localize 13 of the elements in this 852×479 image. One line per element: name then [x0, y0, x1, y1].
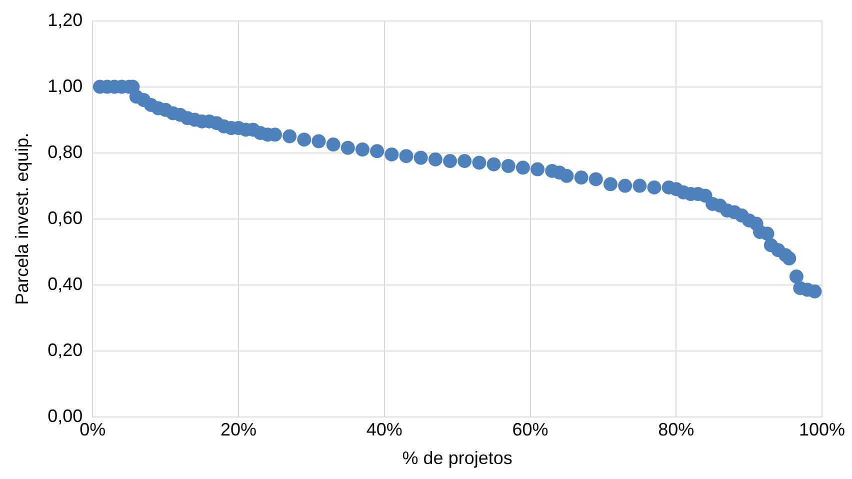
y-tick-label: 0,80 — [48, 142, 83, 162]
y-axis-title: Parcela invest. equip. — [12, 132, 32, 305]
x-tick-label: 80% — [658, 420, 694, 440]
y-tick-label: 1,20 — [48, 10, 83, 30]
y-tick-label: 0,40 — [48, 274, 83, 294]
x-tick-label: 100% — [798, 420, 846, 440]
x-axis-title: % de projetos — [402, 448, 512, 468]
y-tick-label: 0,60 — [48, 208, 83, 228]
y-tick-label: 1,00 — [48, 76, 83, 96]
x-tick-label: 20% — [220, 420, 257, 440]
x-tick-label: 40% — [366, 420, 402, 440]
x-tick-label: 60% — [512, 420, 548, 440]
y-tick-label: 0,20 — [48, 340, 83, 360]
